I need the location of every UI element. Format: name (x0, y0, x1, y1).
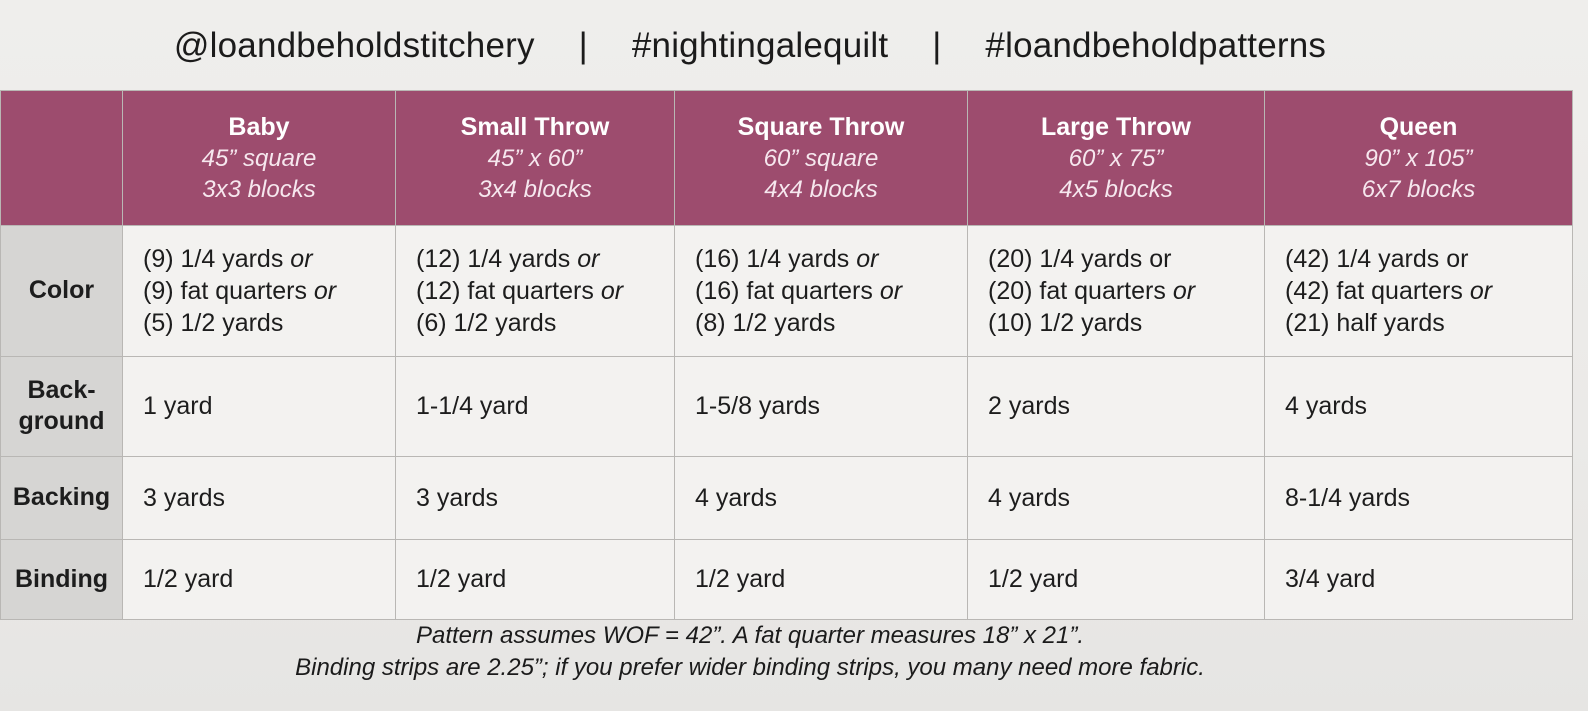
color-fat-quarters: (20) fat quarters (988, 276, 1166, 305)
color-quarter-yards: (42) 1/4 yards (1285, 244, 1440, 273)
background-cell-small-throw: 1-1/4 yard (395, 355, 675, 458)
size-dimensions: 90” x 105” (1364, 145, 1473, 172)
size-blocks: 4x4 blocks (764, 176, 878, 203)
size-dimensions: 60” x 75” (1068, 145, 1164, 172)
corner-cell (0, 90, 123, 226)
size-blocks: 6x7 blocks (1361, 176, 1476, 203)
color-fat-quarters: (9) fat quarters (143, 276, 307, 305)
size-blocks: 3x4 blocks (478, 176, 592, 203)
row-label-line: Back- (27, 376, 96, 405)
background-row: Back- ground 1 yard 1-1/4 yard 1-5/8 yar… (0, 355, 1573, 458)
size-dimensions: 45” square (201, 145, 317, 172)
size-header-large-throw: Large Throw 60” x 75” 4x5 blocks (967, 90, 1265, 226)
size-blocks: 4x5 blocks (1059, 176, 1173, 203)
or-text: or (290, 244, 313, 273)
binding-cell-baby: 1/2 yard (122, 538, 396, 621)
size-dimensions: 45” x 60” (487, 145, 583, 172)
row-label-backing: Backing (0, 456, 123, 540)
binding-cell-queen: 3/4 yard (1264, 538, 1573, 621)
color-half-yards: (21) half yards (1285, 308, 1445, 337)
row-label-line: ground (18, 407, 105, 436)
or-text: or (600, 276, 624, 305)
or-text: or (313, 276, 337, 305)
size-name: Square Throw (737, 113, 905, 141)
pattern-notes: Pattern assumes WOF = 42”. A fat quarter… (0, 620, 1500, 684)
binding-cell-square-throw: 1/2 yard (674, 538, 968, 621)
or-text: or (879, 276, 903, 305)
row-label-color: Color (0, 225, 123, 357)
size-header-square-throw: Square Throw 60” square 4x4 blocks (674, 90, 968, 226)
color-quarter-yards: (12) 1/4 yards (416, 244, 571, 273)
binding-cell-large-throw: 1/2 yard (967, 538, 1265, 621)
color-quarter-yards: (16) 1/4 yards (695, 244, 850, 273)
color-cell-square-throw: (16) 1/4 yards or (16) fat quarters or (… (674, 225, 968, 357)
binding-cell-small-throw: 1/2 yard (395, 538, 675, 621)
size-name: Queen (1379, 113, 1458, 141)
or-text: or (1446, 244, 1469, 273)
backing-cell-large-throw: 4 yards (967, 456, 1265, 540)
backing-cell-small-throw: 3 yards (395, 456, 675, 540)
instagram-handle: @loandbeholdstitchery (173, 26, 535, 65)
color-row: Color (9) 1/4 yards or (9) fat quarters … (0, 225, 1573, 357)
color-fat-quarters: (12) fat quarters (416, 276, 594, 305)
background-cell-square-throw: 1-5/8 yards (674, 355, 968, 458)
size-header-queen: Queen 90” x 105” 6x7 blocks (1264, 90, 1573, 226)
color-cell-baby: (9) 1/4 yards or (9) fat quarters or (5)… (122, 225, 396, 357)
size-name: Small Throw (460, 113, 610, 141)
color-fat-quarters: (16) fat quarters (695, 276, 873, 305)
backing-cell-baby: 3 yards (122, 456, 396, 540)
size-header-small-throw: Small Throw 45” x 60” 3x4 blocks (395, 90, 675, 226)
color-quarter-yards: (20) 1/4 yards (988, 244, 1143, 273)
size-name: Large Throw (1040, 113, 1191, 141)
backing-cell-square-throw: 4 yards (674, 456, 968, 540)
or-text: or (1172, 276, 1196, 305)
or-text: or (577, 244, 600, 273)
or-text: or (856, 244, 879, 273)
color-half-yards: (6) 1/2 yards (416, 308, 557, 337)
size-name: Baby (228, 113, 290, 141)
color-cell-small-throw: (12) 1/4 yards or (12) fat quarters or (… (395, 225, 675, 357)
row-label-binding: Binding (0, 538, 123, 621)
binding-row: Binding 1/2 yard 1/2 yard 1/2 yard 1/2 y… (0, 538, 1573, 621)
background-cell-baby: 1 yard (122, 355, 396, 458)
row-label-background: Back- ground (0, 355, 123, 458)
color-fat-quarters: (42) fat quarters (1285, 276, 1463, 305)
color-quarter-yards: (9) 1/4 yards (143, 244, 284, 273)
backing-cell-queen: 8-1/4 yards (1264, 456, 1573, 540)
size-header-baby: Baby 45” square 3x3 blocks (122, 90, 396, 226)
pattern-hashtag: #loandbeholdpatterns (985, 26, 1327, 65)
background-cell-large-throw: 2 yards (967, 355, 1265, 458)
binding-note: Binding strips are 2.25”; if you prefer … (295, 654, 1205, 681)
color-cell-queen: (42) 1/4 yards or (42) fat quarters or (… (1264, 225, 1573, 357)
color-half-yards: (5) 1/2 yards (143, 308, 284, 337)
color-cell-large-throw: (20) 1/4 yards or (20) fat quarters or (… (967, 225, 1265, 357)
hashtag-header: @loandbeholdstitchery | #nightingalequil… (0, 26, 1500, 66)
size-header-row: Baby 45” square 3x3 blocks Small Throw 4… (0, 90, 1573, 226)
fabric-requirements-table: Baby 45” square 3x3 blocks Small Throw 4… (0, 90, 1573, 621)
or-text: or (1149, 244, 1172, 273)
size-dimensions: 60” square (763, 145, 879, 172)
color-half-yards: (10) 1/2 yards (988, 308, 1143, 337)
backing-row: Backing 3 yards 3 yards 4 yards 4 yards … (0, 456, 1573, 540)
quilt-hashtag: #nightingalequilt (631, 26, 889, 65)
size-blocks: 3x3 blocks (202, 176, 316, 203)
background-cell-queen: 4 yards (1264, 355, 1573, 458)
separator: | (578, 26, 588, 65)
color-half-yards: (8) 1/2 yards (695, 308, 836, 337)
separator: | (932, 26, 942, 65)
wof-note: Pattern assumes WOF = 42”. A fat quarter… (415, 622, 1085, 649)
or-text: or (1469, 276, 1493, 305)
